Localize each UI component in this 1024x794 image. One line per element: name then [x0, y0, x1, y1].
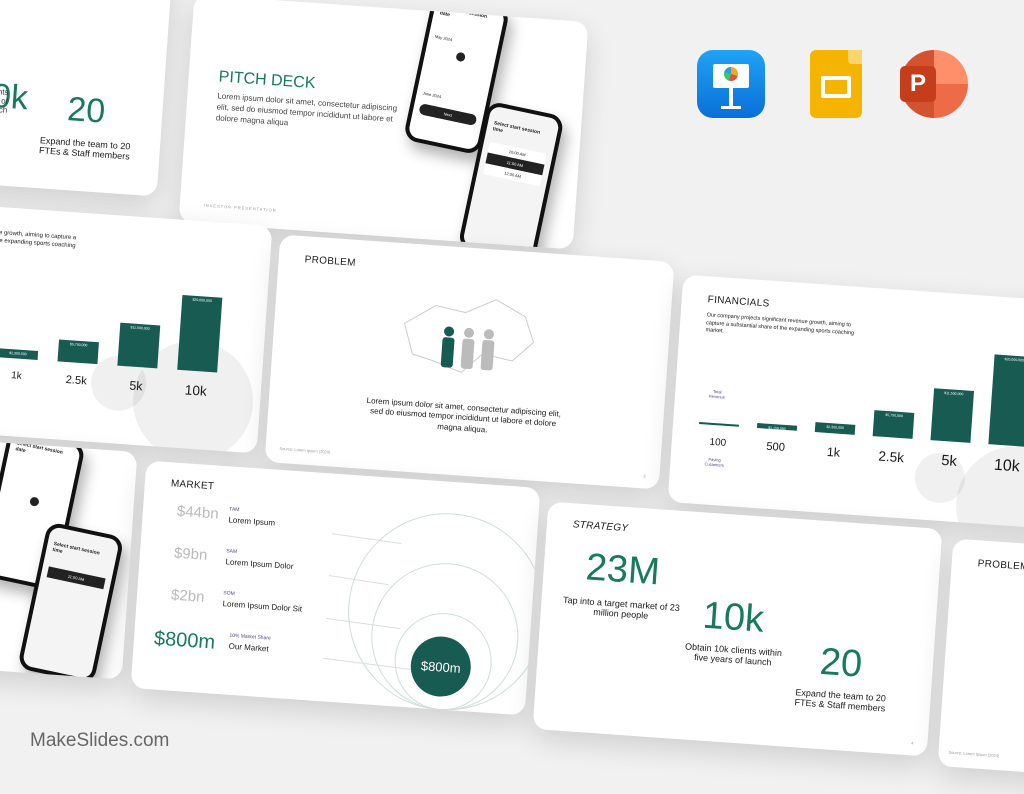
financials-body: Our company projects significant revenue… — [0, 223, 77, 250]
customer-count: 100 — [709, 436, 727, 449]
bar-label: $2,300,000 — [9, 351, 27, 357]
slide-title: PROBLEM — [977, 558, 1024, 573]
market-value: $800m — [153, 627, 216, 654]
phone-heading: Select start session date — [439, 4, 488, 21]
person-icon — [460, 327, 475, 370]
pitch-footer: INVESTOR PRESENTATION — [203, 202, 277, 213]
bar-label: $11,500,000 — [944, 391, 964, 397]
revenue-bar: $5,750,000 — [57, 339, 99, 365]
source-note: Source: Lorem Ipsum (2024) — [279, 445, 331, 455]
market-circles — [323, 513, 541, 711]
phone-heading: Select start session time — [492, 120, 541, 136]
market-tag: TAM — [229, 506, 240, 514]
slide-financials-partial[interactable]: Our company projects significant revenue… — [0, 198, 273, 454]
bar-label — [699, 424, 739, 427]
bar-label: $5,750,000 — [69, 342, 88, 348]
revenue-bar: $11,500,000 — [117, 322, 161, 369]
slide-title: STRATEGY — [572, 519, 629, 535]
person-icon — [440, 326, 455, 368]
stat-value: 20 — [66, 90, 107, 131]
revenue-bar: $2,300,000 — [814, 421, 856, 435]
revenue-bar: $20,000,000 — [988, 354, 1024, 447]
slide-title: PROBLEM — [304, 254, 357, 269]
market-tag: SAM — [226, 548, 238, 556]
slide-market[interactable]: MARKET $800m $44bn TAM Lorem Ipsum $9bn … — [130, 460, 541, 716]
customer-count: 10k — [993, 456, 1021, 476]
customer-count: 5k — [128, 378, 144, 394]
person-icon — [480, 329, 495, 371]
market-value: $9bn — [173, 544, 208, 564]
pitch-body: Lorem ipsum dolor sit amet, consectetur … — [215, 91, 398, 127]
revenue-bar — [699, 421, 740, 427]
slide-problem[interactable]: PROBLEM Lorem ipsum dolor sit amet, cons… — [264, 234, 675, 490]
revenue-bar: $5,750,000 — [872, 410, 915, 439]
market-value: $44bn — [176, 502, 220, 523]
bar-label: $20,000,000 — [192, 297, 212, 304]
stat-value: 10k — [701, 594, 766, 641]
slide-pitch-deck[interactable]: PITCH DECK Lorem ipsum dolor sit amet, c… — [178, 0, 589, 250]
customers-label: Paying Customers — [704, 456, 725, 468]
customer-count: 2.5k — [877, 448, 905, 466]
market-label: Our Market — [228, 641, 269, 654]
bar-label: $11,500,000 — [130, 325, 150, 331]
slide-title: MARKET — [170, 478, 215, 493]
customer-count: 1k — [826, 444, 841, 460]
month-label: May 2024 — [434, 33, 453, 43]
bar-label: $1,150,000 — [768, 425, 786, 431]
market-value: $2bn — [170, 586, 205, 606]
stat-value: 20 — [818, 640, 864, 686]
keynote-icon — [697, 50, 765, 118]
customer-count: 5k — [940, 452, 958, 471]
stat-value: 23M — [584, 546, 662, 594]
customer-count: 10k — [184, 382, 208, 399]
slide-strategy-partial[interactable]: 10k Obtain 10k clients within five years… — [0, 0, 173, 197]
stat-caption: Expand the team to 20 FTEs & Staff membe… — [38, 135, 131, 162]
revenue-bar: $11,500,000 — [930, 388, 974, 443]
stat-caption: Obtain 10k clients within five years of … — [684, 641, 783, 668]
market-label: Lorem Ipsum Dolor — [225, 557, 294, 572]
revenue-label: Total Revenue — [708, 388, 726, 400]
revenue-bar: $2,300,000 — [0, 348, 39, 360]
market-label: Lorem Ipsum — [228, 515, 276, 528]
market-tag: 10% Market Share — [229, 632, 271, 642]
google-slides-icon — [810, 50, 862, 118]
watermark: MakeSlides.com — [30, 730, 170, 751]
market-tag: SOM — [223, 590, 235, 597]
market-label: Lorem Ipsum Dolor Sit — [222, 599, 303, 614]
bar-label: $5,750,000 — [885, 413, 903, 419]
revenue-bar: $20,000,000 — [177, 294, 223, 373]
stat-caption: Expand the team to 20 FTEs & Staff membe… — [794, 687, 887, 714]
page-number: 4 — [911, 740, 914, 746]
bar-label: $2,300,000 — [826, 424, 845, 430]
source-note: Source: Lorem Ipsum (2024) — [948, 749, 1000, 759]
map-illustration — [403, 299, 535, 374]
slide-financials[interactable]: FINANCIALS Our company projects signific… — [667, 274, 1024, 530]
financials-body: Our company projects significant revenue… — [705, 312, 855, 337]
customer-count: 500 — [765, 440, 786, 454]
powerpoint-icon: P — [900, 50, 968, 118]
slide-problem-partial[interactable]: PROBLEM Source: Lorem Ipsum (2024) — [937, 538, 1024, 794]
stat-caption: Tap into a target market of 23 million p… — [562, 594, 681, 621]
revenue-bar: $1,150,000 — [756, 422, 798, 431]
bar-label: $20,000,000 — [1004, 357, 1024, 363]
phone-heading: Select start session time — [51, 540, 101, 557]
slide-strategy[interactable]: STRATEGY 23M Tap into a target market of… — [532, 501, 943, 757]
customer-count: 2.5k — [65, 374, 88, 388]
pitch-title: PITCH DECK — [218, 68, 317, 93]
page-number: 3 — [643, 473, 646, 479]
time-slot[interactable]: 11:00 AM — [46, 566, 106, 590]
phone-heading: Select start session date — [14, 440, 64, 456]
next-button[interactable]: Next — [418, 103, 478, 126]
problem-body: Lorem ipsum dolor sit amet, consectetur … — [366, 395, 562, 435]
customer-count: 1k — [10, 370, 23, 382]
slide-phones-partial[interactable]: Select start session date Select start s… — [0, 424, 138, 680]
slide-title: FINANCIALS — [707, 294, 770, 310]
